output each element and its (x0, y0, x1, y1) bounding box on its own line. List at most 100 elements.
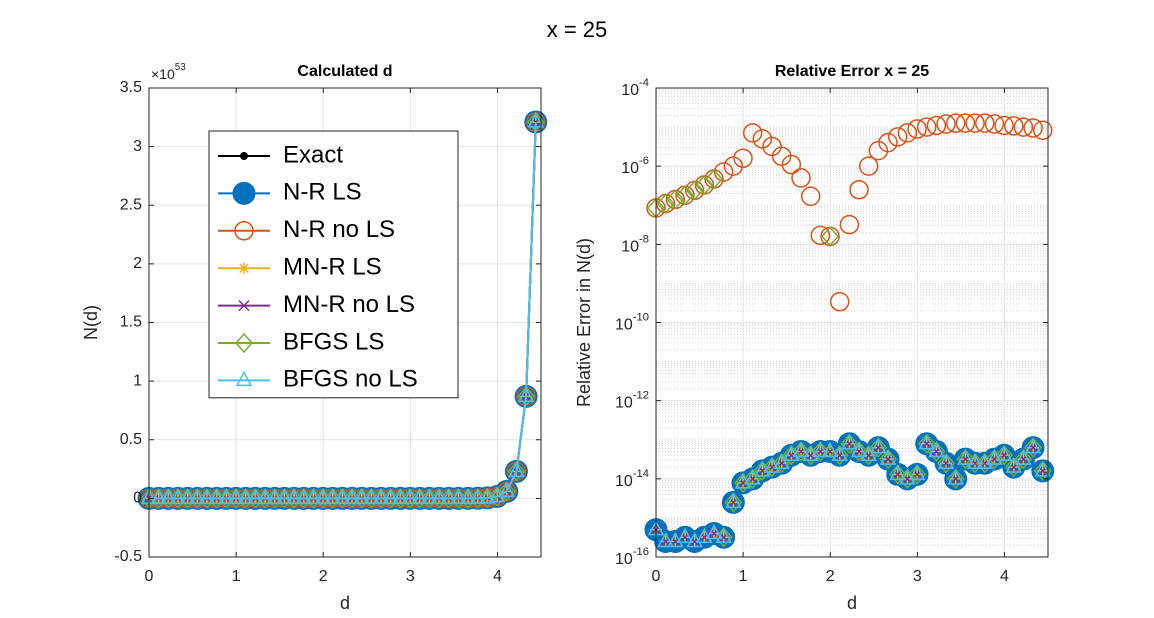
marker-triangle (382, 488, 399, 505)
y-tick-label: 10-14 (615, 468, 649, 490)
marker-triangle (957, 449, 974, 465)
marker-triangle (411, 488, 428, 505)
marker-triangle (947, 469, 965, 485)
x-axis-label: d (847, 593, 857, 613)
marker-triangle (372, 488, 390, 505)
marker-diamond (792, 441, 811, 462)
legend-box (208, 130, 459, 399)
legend-label: MN-R no LS (283, 291, 415, 318)
marker-triangle (725, 492, 742, 509)
marker-triangle (392, 488, 409, 505)
y-tick-label: -0.5 (114, 548, 142, 565)
marker-triangle (508, 461, 525, 478)
marker-triangle (469, 488, 487, 505)
legend-label: MN-R LS (283, 254, 382, 281)
marker-triangle (150, 488, 167, 505)
y-tick-label: 10-8 (621, 233, 649, 255)
marker-circle (916, 117, 937, 137)
marker-triangle (266, 488, 283, 505)
figure-title: x = 25 (547, 17, 608, 42)
marker-circle (791, 168, 811, 188)
marker-triangle (353, 488, 370, 505)
marker-diamond (705, 168, 724, 190)
marker-diamond (908, 464, 927, 485)
marker-triangle (276, 488, 293, 505)
axes-title: Relative Error x = 25 (775, 63, 929, 80)
y-tick-label: 1.5 (120, 314, 142, 331)
marker-circle (858, 156, 879, 176)
marker-diamond (497, 481, 516, 502)
marker-triangle (314, 488, 332, 505)
marker-circle (713, 162, 734, 182)
marker-diamond (478, 487, 497, 509)
x-tick-label: 3 (913, 568, 922, 585)
legend-marker (240, 152, 248, 160)
marker-diamond (811, 441, 830, 462)
legend-label: Exact (283, 141, 343, 168)
marker-circle (926, 115, 947, 136)
marker-triangle (676, 527, 694, 544)
marker-triangle (459, 488, 477, 505)
legend-marker (234, 332, 254, 354)
x-tick-label: 2 (319, 568, 328, 585)
marker-diamond (888, 464, 907, 485)
marker-triangle (440, 488, 458, 505)
marker-triangle (928, 441, 945, 458)
marker-triangle (227, 488, 245, 505)
marker-circle (897, 123, 918, 143)
marker-triangle (363, 488, 380, 505)
marker-triangle (247, 488, 264, 505)
marker-triangle (657, 531, 674, 548)
marker-triangle (334, 488, 351, 505)
marker-diamond (656, 193, 675, 214)
marker-circle (907, 119, 927, 139)
marker-circle (955, 113, 976, 133)
marker-diamond (468, 488, 487, 509)
legend-label: BFGS no LS (283, 366, 418, 393)
marker-triangle (918, 434, 935, 450)
marker-triangle (343, 488, 361, 505)
marker-circle (878, 132, 898, 153)
marker-triangle (208, 488, 225, 505)
marker-diamond (1014, 448, 1033, 470)
marker-triangle (966, 453, 984, 470)
y-tick-label: 0.5 (120, 431, 142, 448)
marker-circle (1013, 117, 1034, 137)
y-tick-label: 0 (133, 490, 142, 507)
marker-triangle (179, 488, 196, 505)
marker-triangle (850, 441, 868, 458)
marker-diamond (517, 386, 536, 407)
y-axis-label: Relative Error in N(d) (574, 238, 594, 407)
marker-circle (975, 113, 995, 133)
y-tick-label: 10-10 (615, 311, 649, 333)
marker-triangle (821, 441, 839, 458)
marker-triangle (1005, 457, 1023, 473)
y-tick-label: 10-4 (621, 77, 649, 99)
y-tick-label: 10-12 (615, 390, 649, 412)
y-tick-label: 1 (133, 372, 142, 389)
marker-circle (994, 115, 1014, 136)
marker-triangle (527, 112, 545, 128)
legend-label: N-R LS (283, 179, 362, 206)
marker-triangle (169, 488, 187, 505)
y-axis-label: N(d) (81, 305, 101, 340)
marker-diamond (840, 433, 859, 454)
y-multiplier: ×1053 (151, 62, 186, 82)
marker-diamond (821, 226, 840, 247)
x-tick-label: 1 (739, 568, 748, 585)
marker-triangle (812, 441, 829, 458)
marker-triangle (295, 488, 312, 505)
marker-circle (1033, 120, 1053, 140)
marker-triangle (705, 523, 723, 540)
marker-circle (1023, 118, 1043, 138)
marker-diamond (937, 453, 956, 474)
x-tick-label: 2 (826, 568, 835, 585)
marker-diamond (956, 448, 975, 470)
legend-marker (238, 300, 250, 312)
marker-triangle (841, 434, 858, 450)
marker-triangle (256, 488, 274, 505)
marker-circle (810, 225, 831, 246)
marker-diamond (459, 488, 478, 509)
marker-triangle (285, 488, 303, 505)
marker-diamond (724, 492, 743, 513)
